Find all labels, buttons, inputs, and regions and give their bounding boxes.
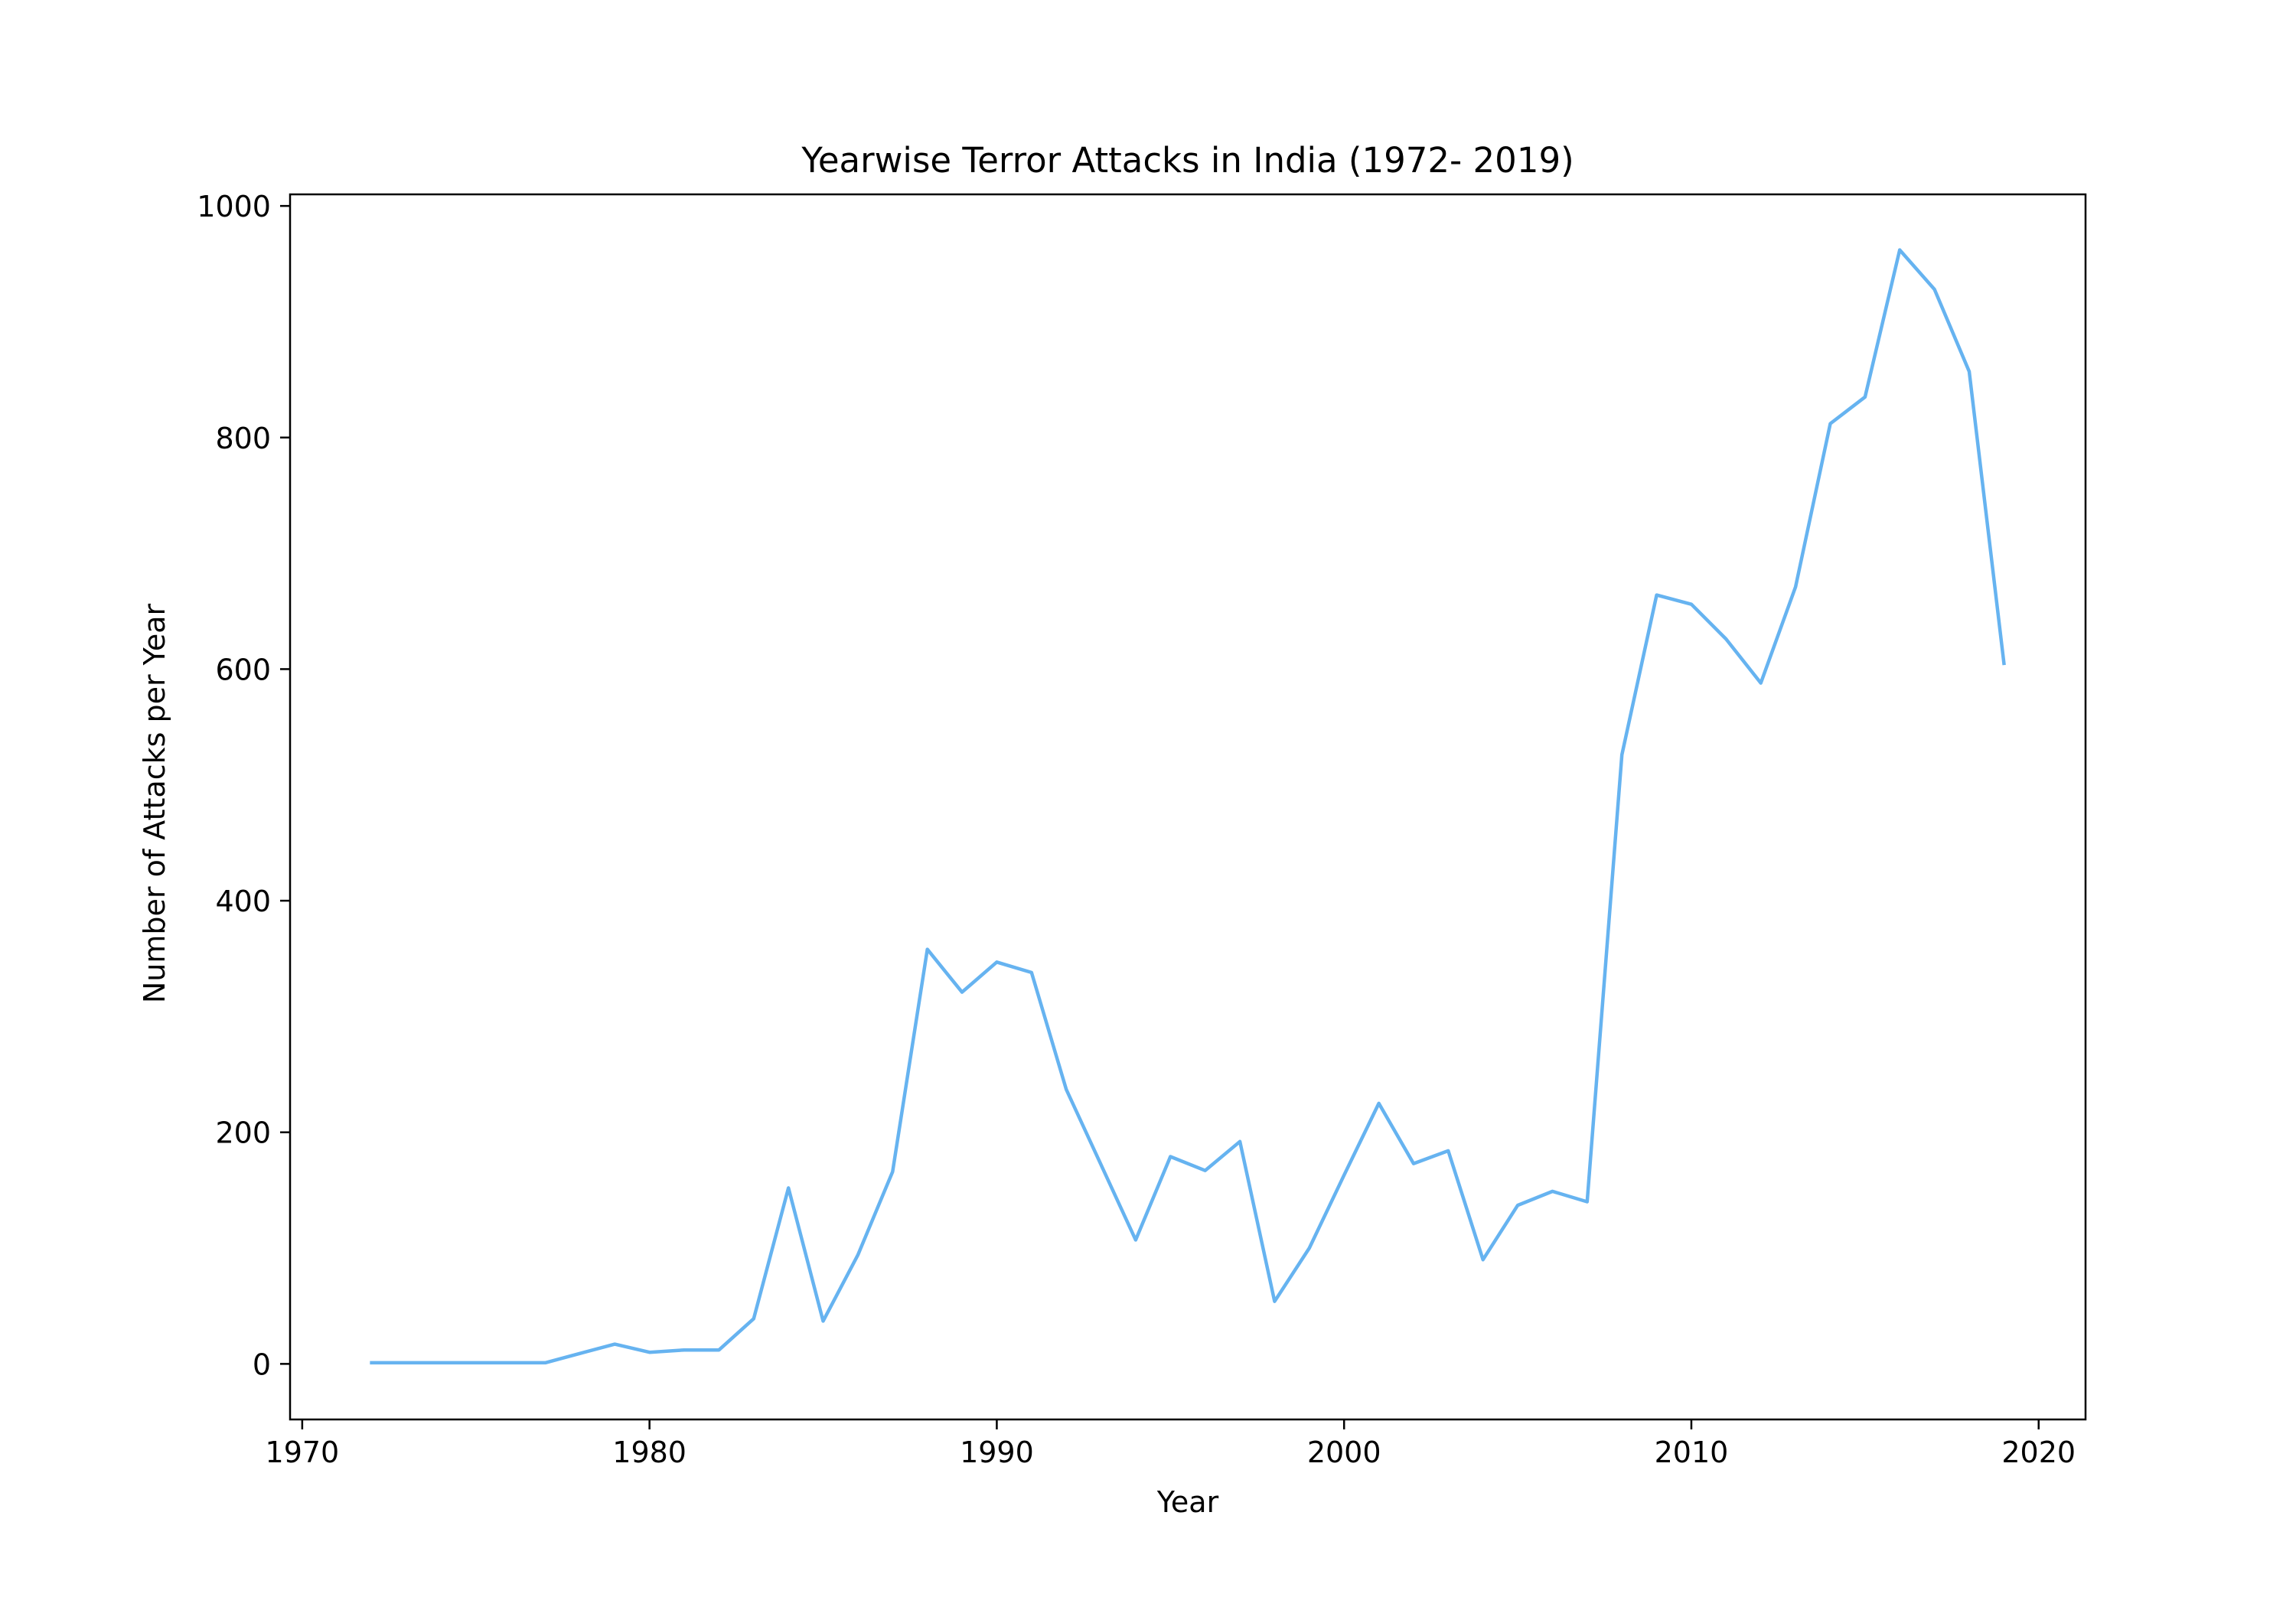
x-tick-label: 1970 bbox=[266, 1436, 340, 1469]
x-tick-label: 2010 bbox=[1655, 1436, 1729, 1469]
chart-title: Yearwise Terror Attacks in India (1972- … bbox=[801, 140, 1574, 181]
y-axis-label: Number of Attacks per Year bbox=[138, 603, 171, 1003]
x-tick-label: 2000 bbox=[1307, 1436, 1381, 1469]
y-tick-label: 0 bbox=[253, 1348, 271, 1381]
x-axis-label: Year bbox=[1156, 1485, 1219, 1519]
x-tick-label: 1990 bbox=[960, 1436, 1034, 1469]
y-tick-label: 800 bbox=[215, 422, 271, 455]
y-tick-label: 200 bbox=[215, 1116, 271, 1150]
y-tick-label: 1000 bbox=[197, 190, 271, 223]
y-tick-label: 400 bbox=[215, 885, 271, 918]
x-tick-label: 2020 bbox=[2001, 1436, 2076, 1469]
x-tick-label: 1980 bbox=[612, 1436, 687, 1469]
y-tick-label: 600 bbox=[215, 653, 271, 686]
